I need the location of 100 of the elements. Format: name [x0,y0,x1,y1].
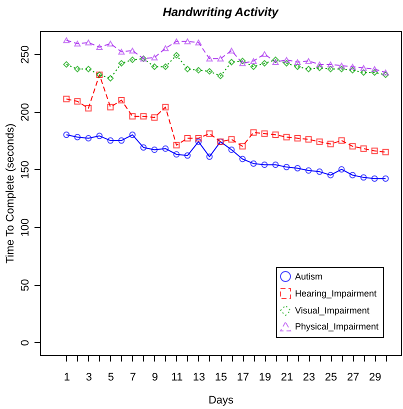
point [327,62,334,68]
point [217,72,224,80]
point [195,138,202,145]
x-axis-title: Days [208,394,234,406]
x-tick-label: 21 [280,372,294,384]
point [371,69,378,76]
x-tick-label: 9 [152,372,158,384]
point [338,137,345,144]
point [261,130,268,137]
point [162,145,169,152]
point [349,172,356,178]
legend-label: Physical_Impairment [295,322,380,332]
point [162,45,169,52]
x-tick-label: 19 [258,372,272,384]
point [316,64,323,72]
point [228,136,235,143]
point [360,65,367,71]
point [74,134,81,140]
point [74,40,81,47]
point [85,135,92,142]
point [305,167,312,174]
x-tick-label: 23 [302,372,316,384]
point [206,153,213,160]
point [360,69,367,76]
y-tick-label: 250 [20,45,32,64]
x-tick-label: 5 [108,372,114,384]
y-tick-label: 0 [20,340,32,346]
point [173,151,180,158]
point [294,134,301,142]
point [250,160,257,167]
legend-label: Hearing_Impairment [295,288,378,298]
point [184,38,191,44]
point [151,64,158,70]
legend-label: Visual_Impairment [295,306,370,316]
point [250,64,257,70]
x-tick-label: 29 [368,372,382,384]
point [228,48,235,54]
point [316,138,323,145]
y-tick-label: 100 [20,218,32,237]
x-tick-label: 17 [236,372,250,384]
point [129,48,136,54]
point [239,143,246,150]
x-tick-label: 11 [171,372,183,384]
x-tick-label: 1 [64,372,70,384]
point [184,152,191,159]
point [96,132,103,140]
point [140,144,147,151]
y-tick-label: 50 [20,279,32,292]
point [349,64,356,70]
point [173,142,180,148]
point [316,62,323,68]
point [217,56,224,62]
point [63,61,70,68]
point [74,98,81,105]
point [283,56,290,63]
point [283,60,290,67]
point [272,59,279,66]
x-tick-label: 27 [346,372,360,384]
point [118,137,125,144]
point [239,156,246,162]
point [74,66,81,72]
point [261,60,268,67]
chart-title: Handwriting Activity [162,5,280,19]
point [206,130,213,137]
point [305,58,312,64]
point [162,104,169,110]
point [228,146,235,153]
point [184,66,191,72]
point [63,96,70,102]
point [338,62,345,68]
point [294,164,301,172]
point [151,54,158,60]
point [239,60,246,66]
point [371,148,378,154]
point [173,38,180,44]
point [327,140,334,148]
point [261,162,268,168]
point [382,70,389,76]
point [283,164,290,170]
x-tick-label: 25 [324,372,338,384]
point [173,52,180,58]
point [360,145,367,152]
point [129,132,136,138]
y-tick-label: 150 [20,160,32,180]
point [107,137,114,144]
point [272,132,279,138]
point [151,146,158,153]
point [107,75,114,82]
point [349,66,356,74]
point [195,40,202,46]
point [228,58,235,66]
point [184,134,191,142]
point [140,113,147,120]
point [360,174,367,181]
point [118,96,125,104]
point [283,134,290,140]
point [250,58,257,64]
point [250,129,257,136]
point [96,44,103,50]
point [107,104,114,110]
